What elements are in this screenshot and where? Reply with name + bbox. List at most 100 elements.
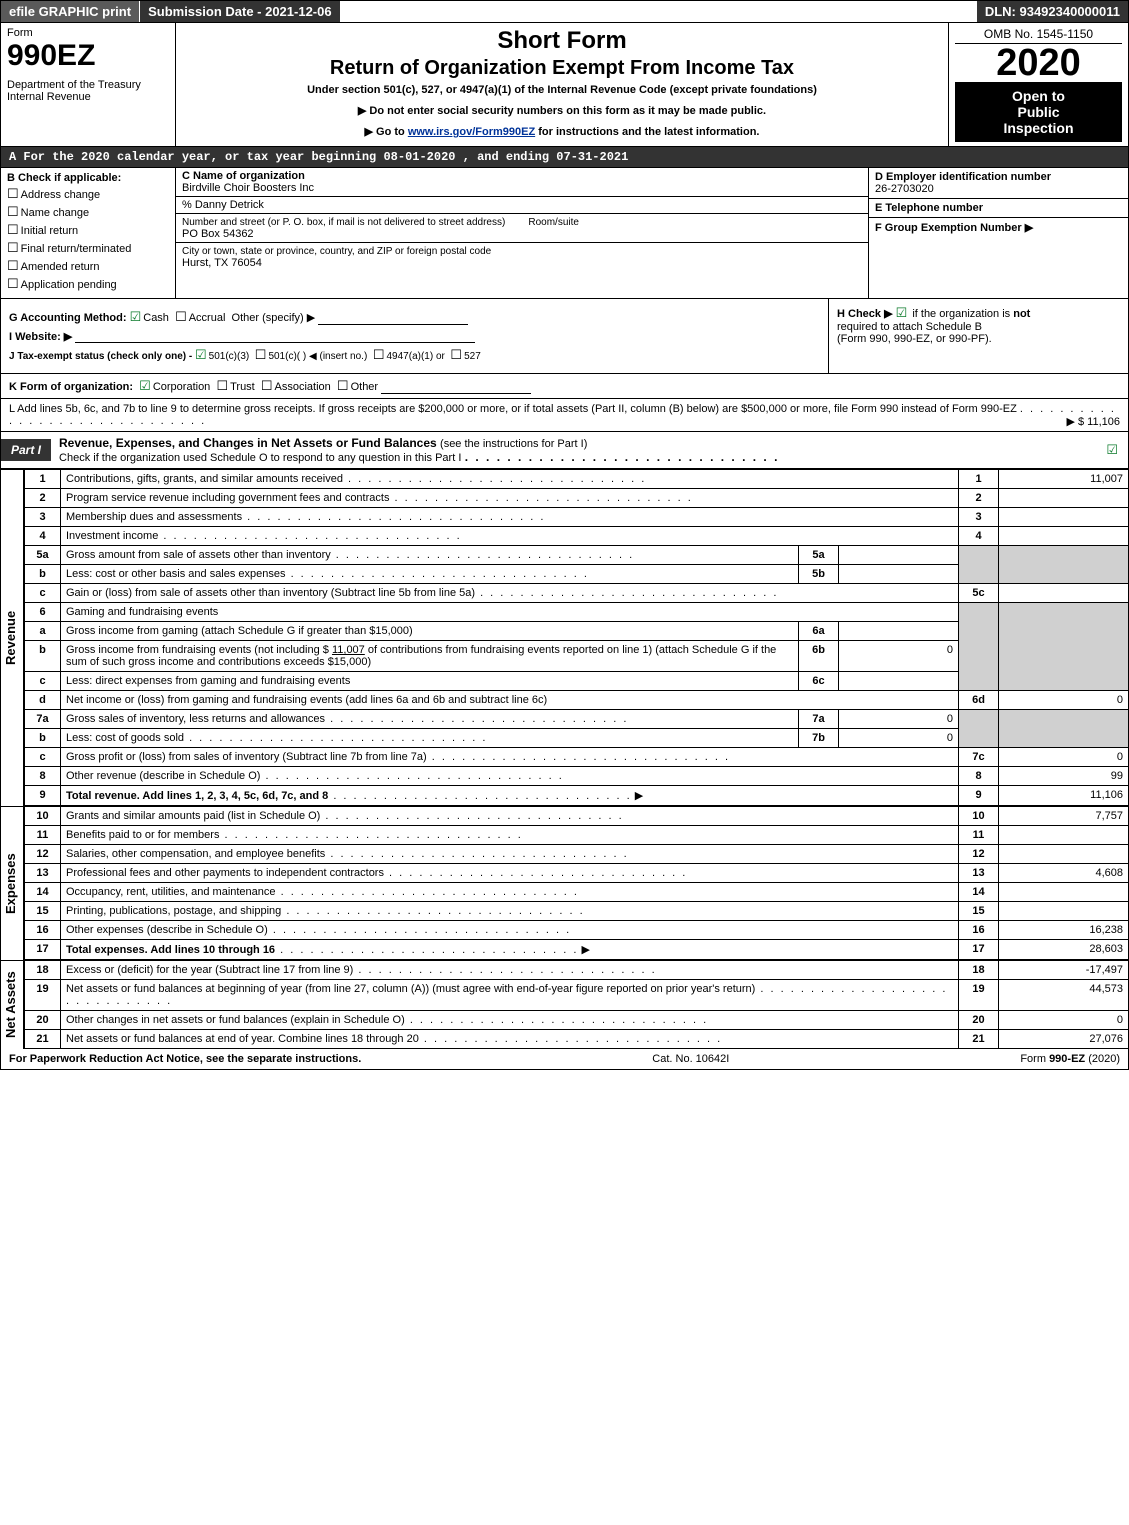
line-21-value: 27,076 <box>999 1030 1129 1049</box>
chk-cash[interactable] <box>130 312 144 324</box>
line-6d: d Net income or (loss) from gaming and f… <box>25 691 1129 710</box>
line-14: 14 Occupancy, rent, utilities, and maint… <box>25 883 1129 902</box>
chk-assoc[interactable] <box>261 381 275 393</box>
goto-line: ▶ Go to www.irs.gov/Form990EZ for instru… <box>182 125 942 138</box>
h-label: H Check ▶ <box>837 308 893 320</box>
line-7a-value: 0 <box>839 710 959 729</box>
arrow-icon: ▶ <box>635 790 643 802</box>
chk-initial-return[interactable]: Initial return <box>7 222 169 238</box>
line-6: 6 Gaming and fundraising events <box>25 603 1129 622</box>
website-field[interactable] <box>75 329 475 343</box>
form-ref: Form 990-EZ (2020) <box>1020 1053 1120 1065</box>
line-5c: c Gain or (loss) from sale of assets oth… <box>25 584 1129 603</box>
address-row: Number and street (or P. O. box, if mail… <box>176 214 868 243</box>
irs-link[interactable]: www.irs.gov/Form990EZ <box>408 126 535 138</box>
part1-sub: Check if the organization used Schedule … <box>59 452 461 464</box>
title-cell: Short Form Return of Organization Exempt… <box>176 23 948 146</box>
h-text1: if the organization is <box>912 308 1013 320</box>
line-12: 12 Salaries, other compensation, and emp… <box>25 845 1129 864</box>
line-17: 17 Total expenses. Add lines 10 through … <box>25 940 1129 960</box>
part1-tab: Part I <box>1 439 51 461</box>
chk-pending[interactable]: Application pending <box>7 276 169 292</box>
part1-title: Revenue, Expenses, and Changes in Net As… <box>51 432 1098 468</box>
chk-final-return[interactable]: Final return/terminated <box>7 240 169 256</box>
revenue-side-label: Revenue <box>0 469 24 806</box>
chk-h[interactable] <box>896 308 910 320</box>
net-assets-side-label: Net Assets <box>0 960 24 1049</box>
cat-number: Cat. No. 10642I <box>652 1053 729 1065</box>
expenses-side-label: Expenses <box>0 806 24 960</box>
chk-4947[interactable] <box>373 351 387 362</box>
other-org-field[interactable] <box>381 380 531 394</box>
line-15: 15 Printing, publications, postage, and … <box>25 902 1129 921</box>
page-footer: For Paperwork Reduction Act Notice, see … <box>0 1049 1129 1070</box>
internal-revenue: Internal Revenue <box>7 91 169 103</box>
line-10: 10 Grants and similar amounts paid (list… <box>25 807 1129 826</box>
topbar-spacer <box>341 1 977 22</box>
l-line: L Add lines 5b, 6c, and 7b to line 9 to … <box>0 399 1129 432</box>
d-label: D Employer identification number <box>875 171 1051 183</box>
arrow-icon: ▶ <box>582 944 590 956</box>
line-13: 13 Professional fees and other payments … <box>25 864 1129 883</box>
chk-address-change[interactable]: Address change <box>7 186 169 202</box>
public: Public <box>957 104 1120 120</box>
top-bar: efile GRAPHIC print Submission Date - 20… <box>0 0 1129 23</box>
addr-value: PO Box 54362 <box>182 228 254 240</box>
l-amount: ▶ $ 11,106 <box>1066 415 1120 428</box>
goto-prefix: ▶ Go to <box>365 126 408 138</box>
h-not: not <box>1013 308 1030 320</box>
k-label: K Form of organization: <box>9 381 133 393</box>
form-word: Form <box>7 27 169 39</box>
chk-527[interactable] <box>450 351 464 362</box>
form-id-cell: Form 990EZ Department of the Treasury In… <box>1 23 176 146</box>
chk-501c3[interactable] <box>195 351 209 362</box>
line-16-value: 16,238 <box>999 921 1129 940</box>
open-public-badge: Open to Public Inspection <box>955 82 1122 142</box>
line-6b-value: 0 <box>839 641 959 672</box>
identification-block: B Check if applicable: Address change Na… <box>0 168 1129 299</box>
section-c: C Name of organization Birdville Choir B… <box>176 168 868 298</box>
open-to: Open to <box>957 88 1120 104</box>
form-header: Form 990EZ Department of the Treasury In… <box>0 23 1129 147</box>
phone-row: E Telephone number <box>869 199 1128 218</box>
chk-trust[interactable] <box>216 381 230 393</box>
submission-date: Submission Date - 2021-12-06 <box>139 1 341 22</box>
line-13-value: 4,608 <box>999 864 1129 883</box>
line-5a: 5a Gross amount from sale of assets othe… <box>25 546 1129 565</box>
city-label: City or town, state or province, country… <box>182 246 491 257</box>
section-b: B Check if applicable: Address change Na… <box>1 168 176 298</box>
chk-corp[interactable] <box>139 381 153 393</box>
line-21: 21 Net assets or fund balances at end of… <box>25 1030 1129 1049</box>
line-20: 20 Other changes in net assets or fund b… <box>25 1011 1129 1030</box>
c-label: C Name of organization <box>182 170 305 182</box>
ein-row: D Employer identification number 26-2703… <box>869 168 1128 199</box>
chk-accrual[interactable] <box>175 312 189 324</box>
net-assets-section: Net Assets 18 Excess or (deficit) for th… <box>0 960 1129 1049</box>
org-name: Birdville Choir Boosters Inc <box>182 182 314 194</box>
accounting-block: G Accounting Method: Cash Accrual Other … <box>0 299 1129 374</box>
line-1-value: 11,007 <box>999 470 1129 489</box>
part1-checkbox[interactable] <box>1098 442 1128 458</box>
line-10-value: 7,757 <box>999 807 1129 826</box>
chk-501c[interactable] <box>255 351 269 362</box>
ssn-warning: ▶ Do not enter social security numbers o… <box>182 104 942 117</box>
group-exempt-row: F Group Exemption Number ▶ <box>869 218 1128 237</box>
line-6d-value: 0 <box>999 691 1129 710</box>
form-number: 990EZ <box>7 39 169 73</box>
inspection: Inspection <box>957 120 1120 136</box>
i-label: I Website: ▶ <box>9 331 72 343</box>
care-of-row: % Danny Detrick <box>176 197 868 214</box>
chk-name-change[interactable]: Name change <box>7 204 169 220</box>
expenses-table: 10 Grants and similar amounts paid (list… <box>24 806 1129 960</box>
line-17-value: 28,603 <box>999 940 1129 960</box>
chk-amended[interactable]: Amended return <box>7 258 169 274</box>
chk-other-org[interactable] <box>337 381 351 393</box>
g-other: Other (specify) ▶ <box>232 312 316 324</box>
expenses-section: Expenses 10 Grants and similar amounts p… <box>0 806 1129 960</box>
f-label: F Group Exemption Number ▶ <box>875 222 1033 234</box>
revenue-table: 1 Contributions, gifts, grants, and simi… <box>24 469 1129 806</box>
net-assets-table: 18 Excess or (deficit) for the year (Sub… <box>24 960 1129 1049</box>
e-label: E Telephone number <box>875 202 983 214</box>
revenue-section: Revenue 1 Contributions, gifts, grants, … <box>0 469 1129 806</box>
g-other-field[interactable] <box>318 311 468 325</box>
